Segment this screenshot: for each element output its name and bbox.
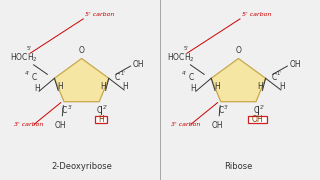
Polygon shape bbox=[54, 58, 109, 102]
Text: 1': 1' bbox=[120, 71, 125, 76]
Text: H: H bbox=[34, 84, 40, 93]
Text: H: H bbox=[100, 82, 106, 91]
Text: O: O bbox=[79, 46, 84, 55]
FancyBboxPatch shape bbox=[95, 116, 107, 123]
Polygon shape bbox=[211, 58, 266, 102]
Text: 4': 4' bbox=[25, 71, 29, 76]
Text: C: C bbox=[218, 106, 223, 115]
Text: 2': 2' bbox=[259, 105, 264, 110]
Text: 5': 5' bbox=[26, 46, 31, 51]
Text: 2-Deoxyribose: 2-Deoxyribose bbox=[51, 162, 112, 171]
Text: H: H bbox=[123, 82, 128, 91]
Text: H: H bbox=[191, 84, 196, 93]
Text: C: C bbox=[253, 106, 259, 115]
Text: H: H bbox=[98, 115, 104, 124]
Text: 3': 3' bbox=[67, 105, 72, 110]
Text: 3' carbon: 3' carbon bbox=[14, 122, 44, 127]
Text: 3' carbon: 3' carbon bbox=[171, 122, 201, 127]
Text: C: C bbox=[188, 73, 194, 82]
Text: 2': 2' bbox=[102, 105, 107, 110]
Text: C: C bbox=[97, 106, 102, 115]
Text: OH: OH bbox=[54, 121, 66, 130]
Text: OH: OH bbox=[290, 60, 301, 69]
FancyBboxPatch shape bbox=[248, 116, 267, 123]
Text: OH: OH bbox=[252, 115, 263, 124]
Text: 5' carbon: 5' carbon bbox=[85, 12, 114, 17]
Text: Ribose: Ribose bbox=[224, 162, 252, 171]
Text: C: C bbox=[115, 73, 120, 82]
Text: O: O bbox=[236, 46, 241, 55]
Text: OH: OH bbox=[211, 121, 223, 130]
Text: OH: OH bbox=[133, 60, 144, 69]
Text: H: H bbox=[57, 82, 63, 91]
Text: H: H bbox=[257, 82, 263, 91]
Text: 3': 3' bbox=[224, 105, 229, 110]
Text: C: C bbox=[61, 106, 67, 115]
Text: C: C bbox=[32, 73, 37, 82]
Text: C: C bbox=[271, 73, 276, 82]
Text: 4': 4' bbox=[181, 71, 186, 76]
Text: H: H bbox=[279, 82, 285, 91]
Text: HOCH$_2$: HOCH$_2$ bbox=[167, 51, 195, 64]
Text: H: H bbox=[214, 82, 220, 91]
Text: 5': 5' bbox=[183, 46, 188, 51]
Text: 5' carbon: 5' carbon bbox=[242, 12, 271, 17]
Text: 1': 1' bbox=[277, 71, 282, 76]
Text: HOCH$_2$: HOCH$_2$ bbox=[10, 51, 38, 64]
